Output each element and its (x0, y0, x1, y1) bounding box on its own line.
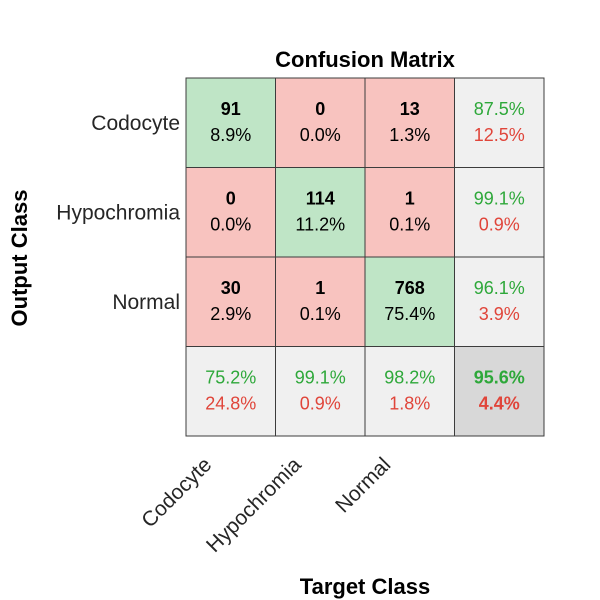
matrix-cell (275, 167, 366, 258)
row-summary-cell (454, 77, 545, 168)
cell-count: 1 (315, 278, 325, 298)
row-summary-cell (454, 256, 545, 347)
column-summary-error: 0.9% (300, 393, 341, 413)
column-summary-error: 1.8% (389, 393, 430, 413)
cell-count: 114 (306, 188, 335, 208)
row-label: Codocyte (91, 112, 180, 135)
cell-percent: 8.9% (210, 125, 251, 145)
cell-count: 0 (315, 99, 325, 119)
row-label: Normal (112, 291, 180, 314)
column-label: Codocyte (137, 453, 216, 532)
x-axis-label: Target Class (300, 574, 430, 599)
cell-percent: 0.1% (389, 214, 430, 234)
matrix-grid: 91 8.9% 0 0.0% 13 1.3% 0 0.0% 114 11.2% 1 0.1% 30 2.9… (185, 77, 545, 437)
matrix-cell (364, 77, 455, 168)
row-summary-correct: 99.1% (474, 188, 525, 208)
row-summary-error: 3.9% (479, 304, 520, 324)
matrix-cell (364, 256, 455, 347)
cell-percent: 2.9% (210, 304, 251, 324)
matrix-cell (185, 77, 276, 168)
cell-count: 1 (405, 188, 415, 208)
row-labels: Codocyte Hypochromia Normal (56, 112, 180, 314)
matrix-cell (185, 167, 276, 258)
matrix-cell (275, 77, 366, 168)
cell-percent: 75.4% (384, 304, 435, 324)
row-summary-error: 0.9% (479, 214, 520, 234)
matrix-cell (185, 256, 276, 347)
column-summary-correct: 99.1% (295, 367, 346, 387)
column-label: Hypochromia (202, 453, 306, 557)
column-summary-error: 24.8% (205, 393, 256, 413)
column-summary-cell (275, 346, 366, 437)
column-label: Normal (331, 453, 395, 517)
column-summary-cell (185, 346, 276, 437)
row-summary-cell (454, 167, 545, 258)
cell-count: 91 (221, 99, 241, 119)
cell-count: 768 (395, 278, 425, 298)
row-summary-correct: 87.5% (474, 99, 525, 119)
cell-percent: 11.2% (295, 214, 345, 234)
overall-cell (454, 346, 545, 437)
cell-count: 13 (400, 99, 420, 119)
row-summary-correct: 96.1% (474, 278, 525, 298)
y-axis-label: Output Class (7, 190, 32, 327)
cell-percent: 1.3% (389, 125, 430, 145)
matrix-cell (364, 167, 455, 258)
cell-percent: 0.0% (300, 125, 341, 145)
column-summary-cell (364, 346, 455, 437)
row-summary-error: 12.5% (474, 125, 525, 145)
matrix-cell (275, 256, 366, 347)
column-summary-correct: 98.2% (384, 367, 435, 387)
overall-error: 4.4% (479, 393, 520, 413)
cell-percent: 0.1% (300, 304, 341, 324)
cell-percent: 0.0% (210, 214, 251, 234)
chart-title: Confusion Matrix (275, 47, 455, 72)
row-label: Hypochromia (56, 201, 180, 224)
overall-correct: 95.6% (474, 367, 525, 387)
cell-count: 30 (221, 278, 241, 298)
cell-count: 0 (226, 188, 236, 208)
column-summary-correct: 75.2% (205, 367, 256, 387)
